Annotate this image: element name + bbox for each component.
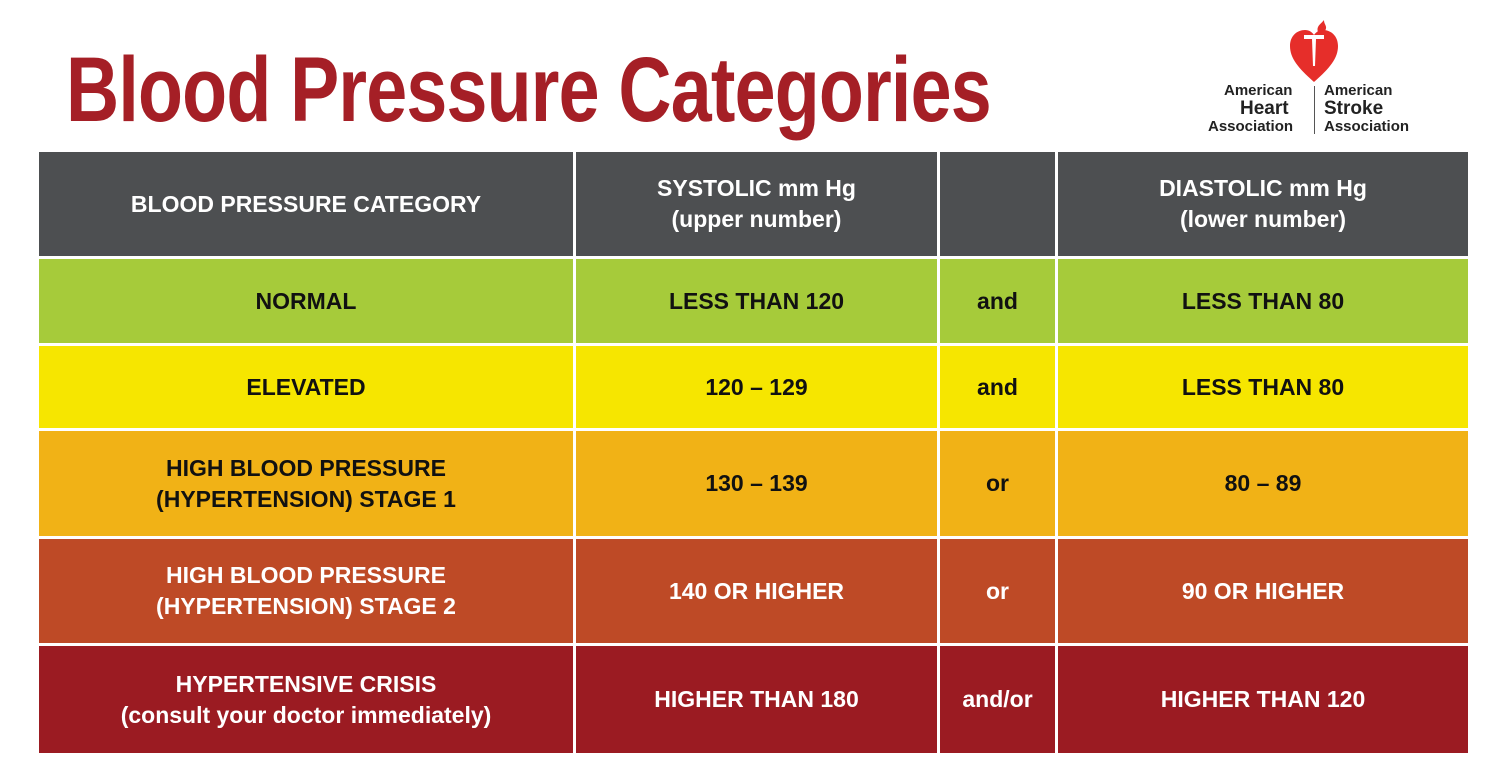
aha-asa-logo: American Heart Association American Stro…: [1200, 18, 1430, 138]
row-2-systolic: 130 – 139: [576, 431, 937, 536]
row-3-conj: or: [940, 539, 1055, 643]
row-4-conj: and/or: [940, 646, 1055, 753]
row-2-diastolic: 80 – 89: [1058, 431, 1468, 536]
bp-category-table: BLOOD PRESSURE CATEGORY SYSTOLIC mm Hg (u…: [39, 152, 1468, 753]
row-0-category: NORMAL: [39, 259, 573, 343]
row-0-conj: and: [940, 259, 1055, 343]
row-2-conj: or: [940, 431, 1055, 536]
row-3-category: HIGH BLOOD PRESSURE (HYPERTENSION) STAGE…: [39, 539, 573, 643]
row-3-diastolic: 90 OR HIGHER: [1058, 539, 1468, 643]
row-4-diastolic: HIGHER THAN 120: [1058, 646, 1468, 753]
header-systolic: SYSTOLIC mm Hg (upper number): [576, 152, 937, 256]
row-4-category: HYPERTENSIVE CRISIS (consult your doctor…: [39, 646, 573, 753]
row-4-systolic: HIGHER THAN 180: [576, 646, 937, 753]
row-1-category: ELEVATED: [39, 346, 573, 428]
page-title: Blood Pressure Categories: [66, 39, 992, 141]
row-0-diastolic: LESS THAN 80: [1058, 259, 1468, 343]
row-3-systolic: 140 OR HIGHER: [576, 539, 937, 643]
heart-torch-icon: [1290, 20, 1338, 82]
row-1-diastolic: LESS THAN 80: [1058, 346, 1468, 428]
row-1-systolic: 120 – 129: [576, 346, 937, 428]
row-1-conj: and: [940, 346, 1055, 428]
row-0-systolic: LESS THAN 120: [576, 259, 937, 343]
header-conjunction: [940, 152, 1055, 256]
header-category: BLOOD PRESSURE CATEGORY: [39, 152, 573, 256]
row-2-category: HIGH BLOOD PRESSURE (HYPERTENSION) STAGE…: [39, 431, 573, 536]
header-diastolic: DIASTOLIC mm Hg (lower number): [1058, 152, 1468, 256]
